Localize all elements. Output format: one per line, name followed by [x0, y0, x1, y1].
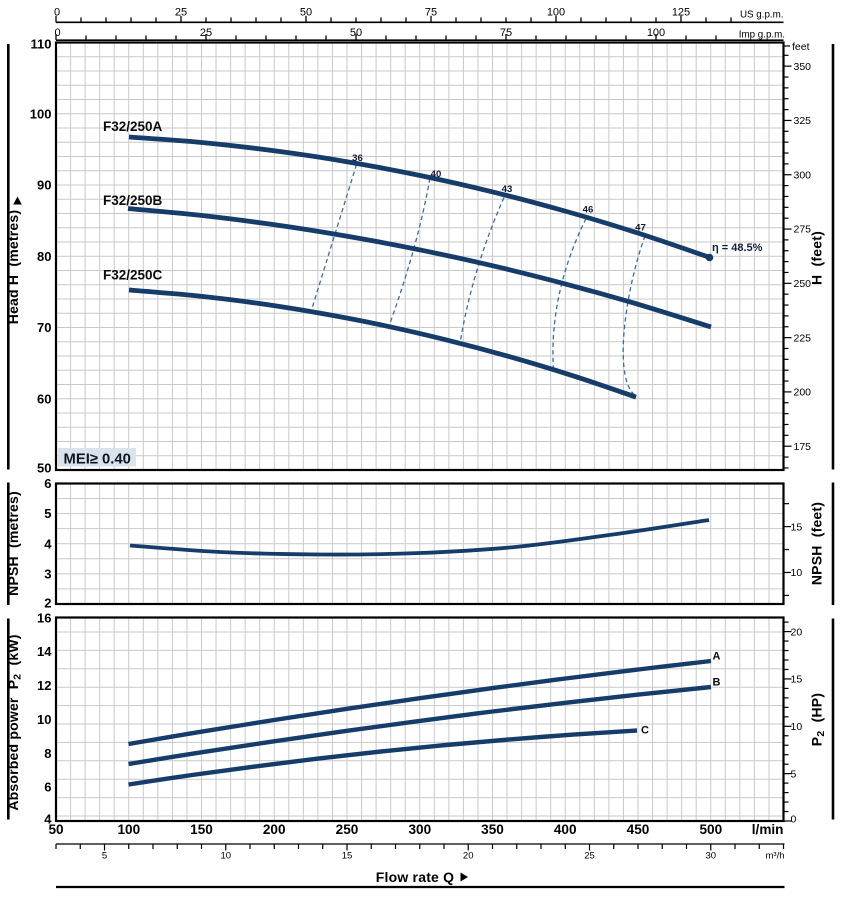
svg-text:70: 70	[37, 320, 51, 335]
svg-text:100: 100	[117, 822, 140, 837]
svg-text:275: 275	[794, 224, 812, 236]
svg-text:Head H (metres): Head H (metres)	[5, 210, 21, 324]
svg-text:50: 50	[37, 461, 51, 476]
svg-text:10: 10	[791, 567, 803, 579]
svg-text:25: 25	[175, 7, 187, 19]
svg-text:500: 500	[699, 822, 722, 837]
svg-text:10: 10	[791, 721, 803, 733]
svg-text:50: 50	[48, 822, 63, 837]
svg-text:4: 4	[44, 812, 52, 827]
svg-text:20: 20	[791, 626, 803, 638]
svg-text:46: 46	[583, 205, 594, 216]
svg-text:150: 150	[190, 822, 213, 837]
svg-text:F32/250C: F32/250C	[103, 268, 163, 283]
svg-text:6: 6	[44, 780, 51, 795]
svg-text:400: 400	[554, 822, 577, 837]
svg-text:0: 0	[54, 27, 60, 39]
svg-text:0: 0	[791, 814, 797, 826]
svg-text:250: 250	[336, 822, 359, 837]
svg-text:8: 8	[44, 746, 51, 761]
svg-text:110: 110	[31, 37, 52, 52]
svg-text:10: 10	[221, 851, 232, 862]
svg-text:P2 (HP): P2 (HP)	[809, 693, 828, 746]
svg-text:5: 5	[791, 768, 797, 780]
svg-text:5: 5	[102, 851, 107, 862]
svg-text:NPSH (feet): NPSH (feet)	[809, 502, 825, 585]
svg-text:15: 15	[791, 521, 803, 533]
svg-text:A: A	[713, 651, 721, 663]
svg-text:4: 4	[44, 536, 52, 551]
svg-text:16: 16	[37, 611, 51, 626]
svg-text:450: 450	[627, 822, 650, 837]
svg-text:25: 25	[200, 27, 212, 39]
svg-text:325: 325	[794, 115, 812, 127]
svg-text:36: 36	[352, 153, 363, 164]
svg-text:B: B	[713, 677, 721, 689]
svg-text:350: 350	[481, 822, 504, 837]
svg-text:100: 100	[647, 27, 665, 39]
svg-text:43: 43	[502, 184, 513, 195]
svg-text:F32/250A: F32/250A	[103, 119, 163, 134]
svg-text:75: 75	[425, 7, 437, 19]
svg-text:14: 14	[37, 644, 52, 659]
svg-text:90: 90	[37, 178, 51, 193]
svg-text:3: 3	[44, 567, 51, 582]
svg-text:200: 200	[263, 822, 286, 837]
svg-text:200: 200	[794, 387, 812, 399]
svg-text:10: 10	[37, 712, 51, 727]
svg-text:0: 0	[54, 7, 60, 19]
svg-text:Flow rate Q: Flow rate Q	[376, 869, 454, 885]
svg-text:25: 25	[584, 851, 595, 862]
svg-text:12: 12	[37, 678, 51, 693]
svg-text:Imp g.p.m.: Imp g.p.m.	[739, 30, 785, 41]
svg-text:feet: feet	[792, 41, 810, 53]
svg-text:5: 5	[44, 506, 51, 521]
svg-text:NPSH (metres): NPSH (metres)	[5, 491, 21, 596]
svg-text:η = 48.5%: η = 48.5%	[712, 242, 763, 254]
svg-text:175: 175	[794, 441, 812, 453]
svg-text:15: 15	[791, 674, 803, 686]
svg-text:15: 15	[342, 851, 353, 862]
svg-text:Absorbed power P2 (kW): Absorbed power P2 (kW)	[5, 634, 24, 810]
svg-text:60: 60	[37, 391, 51, 406]
svg-text:300: 300	[794, 169, 812, 181]
svg-text:l/min: l/min	[752, 822, 784, 837]
svg-text:225: 225	[794, 332, 812, 344]
svg-text:C: C	[641, 725, 649, 737]
svg-text:125: 125	[672, 7, 690, 19]
svg-text:40: 40	[431, 169, 442, 180]
svg-text:6: 6	[44, 476, 51, 491]
svg-text:H (feet): H (feet)	[809, 231, 825, 285]
svg-text:250: 250	[794, 278, 812, 290]
svg-text:MEI≥ 0.40: MEI≥ 0.40	[64, 452, 131, 468]
svg-text:47: 47	[635, 223, 646, 234]
svg-text:2: 2	[44, 596, 51, 611]
svg-text:100: 100	[30, 106, 52, 121]
svg-text:50: 50	[300, 7, 312, 19]
svg-text:20: 20	[463, 851, 474, 862]
svg-text:50: 50	[350, 27, 362, 39]
svg-text:350: 350	[794, 61, 812, 73]
svg-text:F32/250B: F32/250B	[103, 193, 163, 208]
svg-text:300: 300	[408, 822, 431, 837]
svg-text:m³/h: m³/h	[766, 851, 785, 862]
svg-text:30: 30	[706, 851, 717, 862]
svg-text:100: 100	[547, 7, 565, 19]
svg-text:75: 75	[500, 27, 512, 39]
svg-text:80: 80	[37, 249, 51, 264]
svg-text:US g.p.m.: US g.p.m.	[740, 10, 784, 21]
